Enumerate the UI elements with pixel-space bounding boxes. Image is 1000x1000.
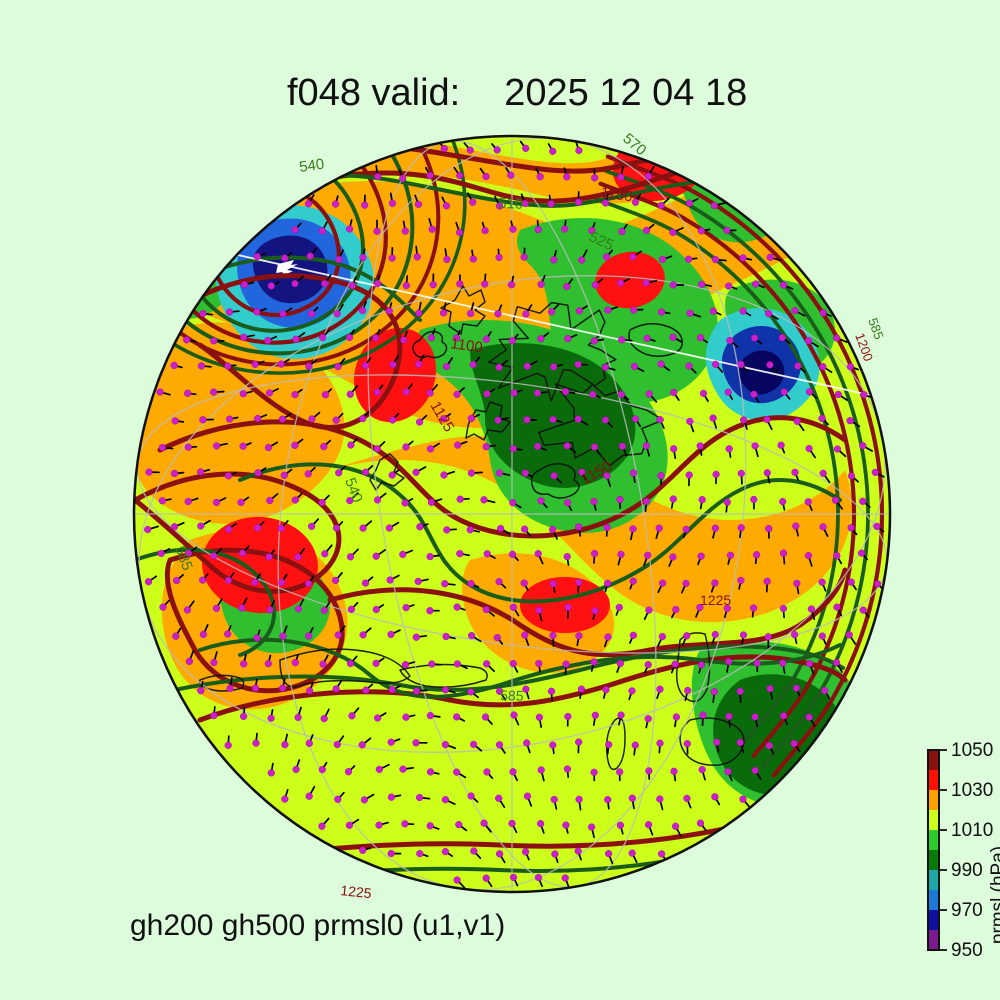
svg-text:510: 510 — [498, 195, 524, 213]
svg-text:prmsl (hPa): prmsl (hPa) — [988, 846, 1000, 944]
svg-text:1030: 1030 — [951, 780, 993, 801]
svg-text:f048 valid:2025 12 04 18: f048 valid: 2025 12 04 18 — [287, 72, 747, 114]
svg-text:1225: 1225 — [340, 882, 373, 901]
svg-text:585: 585 — [500, 687, 524, 704]
svg-text:950: 950 — [951, 940, 983, 961]
svg-text:970: 970 — [951, 900, 983, 921]
svg-text:990: 990 — [951, 860, 983, 881]
svg-text:1010: 1010 — [951, 820, 993, 841]
svg-text:gh200 gh500 prmsl0 (u1,v1): gh200 gh500 prmsl0 (u1,v1) — [130, 909, 505, 942]
svg-text:540: 540 — [298, 156, 325, 176]
svg-text:1050: 1050 — [951, 740, 993, 761]
svg-text:1225: 1225 — [700, 592, 731, 608]
